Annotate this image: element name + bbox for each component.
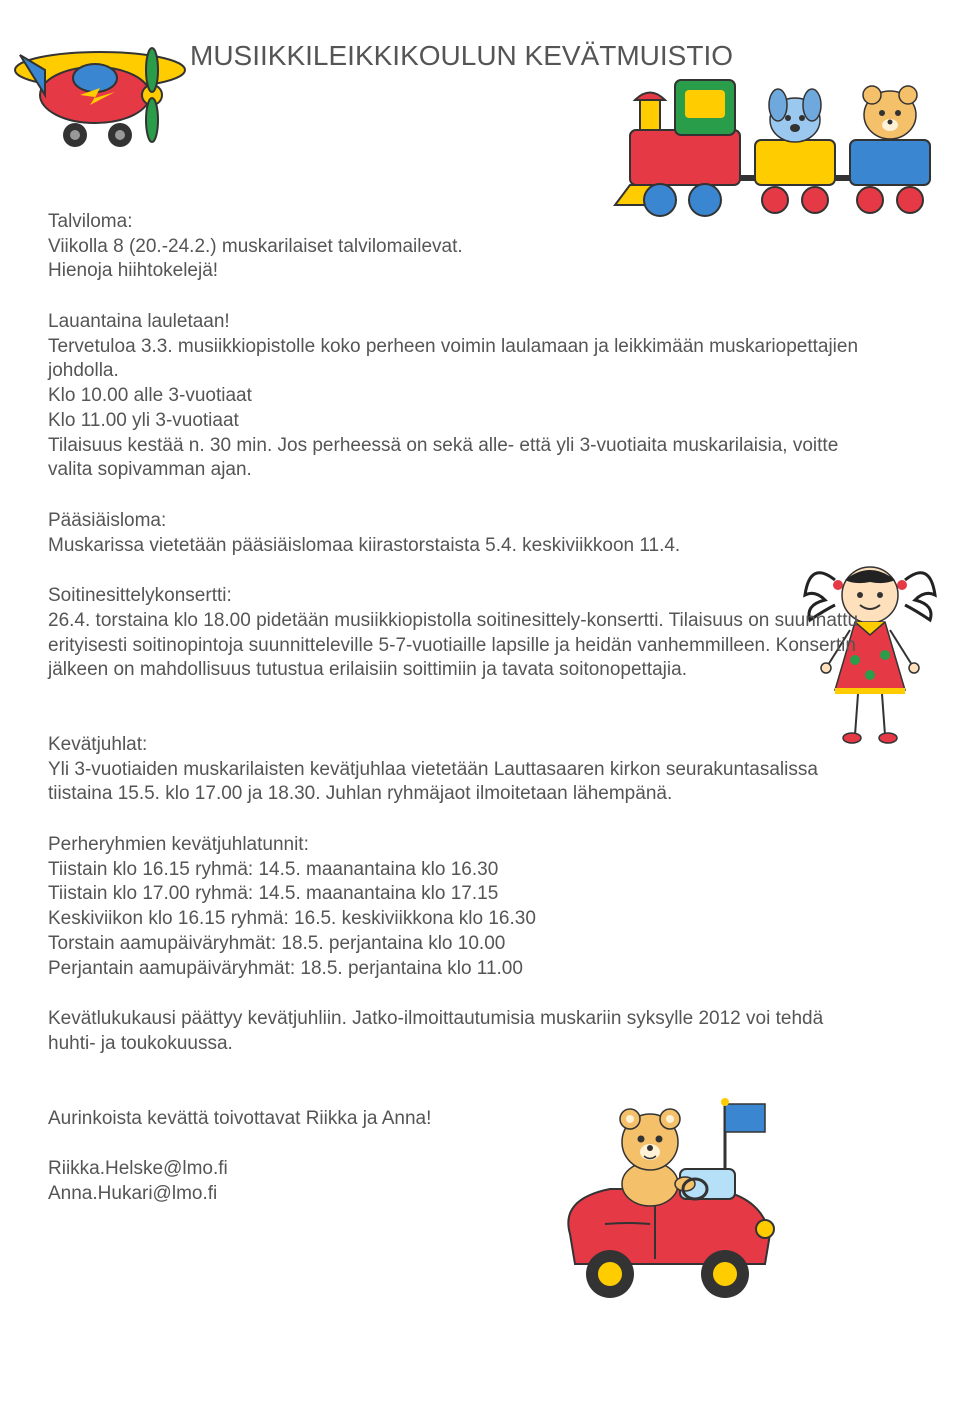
lauantai-section: Lauantaina lauletaan! Tervetuloa 3.3. mu… — [48, 310, 868, 483]
talviloma-section: Talviloma: Viikolla 8 (20.-24.2.) muskar… — [48, 210, 868, 284]
kevatjuhlat-line1: Yli 3-vuotiaiden muskarilaisten kevätjuh… — [48, 758, 868, 807]
signature-emails: Riikka.Helske@lmo.fi Anna.Hukari@lmo.fi — [48, 1157, 868, 1206]
soitinesittely-heading: Soitinesittelykonsertti: — [48, 584, 868, 609]
lauantai-line3: Klo 11.00 yli 3-vuotiaat — [48, 409, 868, 434]
body-content: Talviloma: Viikolla 8 (20.-24.2.) muskar… — [48, 210, 868, 1233]
signature-email1: Riikka.Helske@lmo.fi — [48, 1157, 868, 1182]
soitinesittely-section: Soitinesittelykonsertti: 26.4. torstaina… — [48, 584, 868, 683]
perheryhmat-section: Perheryhmien kevätjuhlatunnit: Tiistain … — [48, 833, 868, 981]
talviloma-heading: Talviloma: — [48, 210, 868, 235]
kevatjuhlat-section: Kevätjuhlat: Yli 3-vuotiaiden muskarilai… — [48, 733, 868, 807]
perheryhmat-line3: Keskiviikon klo 16.15 ryhmä: 16.5. keski… — [48, 907, 868, 932]
paattyy-line1: Kevätlukukausi päättyy kevätjuhliin. Jat… — [48, 1007, 868, 1056]
document-title: MUSIIKKILEIKKIKOULUN KEVÄTMUISTIO — [190, 40, 733, 72]
paasiaisloma-section: Pääsiäisloma: Muskarissa vietetään pääsi… — [48, 509, 868, 558]
paattyy-section: Kevätlukukausi päättyy kevätjuhliin. Jat… — [48, 1007, 868, 1056]
lauantai-line1: Tervetuloa 3.3. musiikkiopistolle koko p… — [48, 335, 868, 384]
lauantai-heading: Lauantaina lauletaan! — [48, 310, 868, 335]
kevatjuhlat-heading: Kevätjuhlat: — [48, 733, 868, 758]
perheryhmat-line1: Tiistain klo 16.15 ryhmä: 14.5. maananta… — [48, 858, 868, 883]
talviloma-line1: Viikolla 8 (20.-24.2.) muskarilaiset tal… — [48, 235, 868, 260]
paasiaisloma-line1: Muskarissa vietetään pääsiäislomaa kiira… — [48, 534, 868, 559]
signature-line1: Aurinkoista kevättä toivottavat Riikka j… — [48, 1107, 868, 1132]
signature-greeting: Aurinkoista kevättä toivottavat Riikka j… — [48, 1107, 868, 1132]
airplane-illustration — [0, 0, 200, 180]
talviloma-line2: Hienoja hiihtokelejä! — [48, 259, 868, 284]
perheryhmat-line4: Torstain aamupäiväryhmät: 18.5. perjanta… — [48, 932, 868, 957]
perheryhmat-line2: Tiistain klo 17.00 ryhmä: 14.5. maananta… — [48, 882, 868, 907]
soitinesittely-line1: 26.4. torstaina klo 18.00 pidetään musii… — [48, 609, 868, 683]
document-page: MUSIIKKILEIKKIKOULUN KEVÄTMUISTIO Talvil… — [0, 0, 960, 1414]
perheryhmat-heading: Perheryhmien kevätjuhlatunnit: — [48, 833, 868, 858]
paasiaisloma-heading: Pääsiäisloma: — [48, 509, 868, 534]
signature-email2: Anna.Hukari@lmo.fi — [48, 1182, 868, 1207]
perheryhmat-line5: Perjantain aamupäiväryhmät: 18.5. perjan… — [48, 957, 868, 982]
lauantai-line2: Klo 10.00 alle 3-vuotiaat — [48, 384, 868, 409]
lauantai-line4: Tilaisuus kestää n. 30 min. Jos perheess… — [48, 434, 868, 483]
